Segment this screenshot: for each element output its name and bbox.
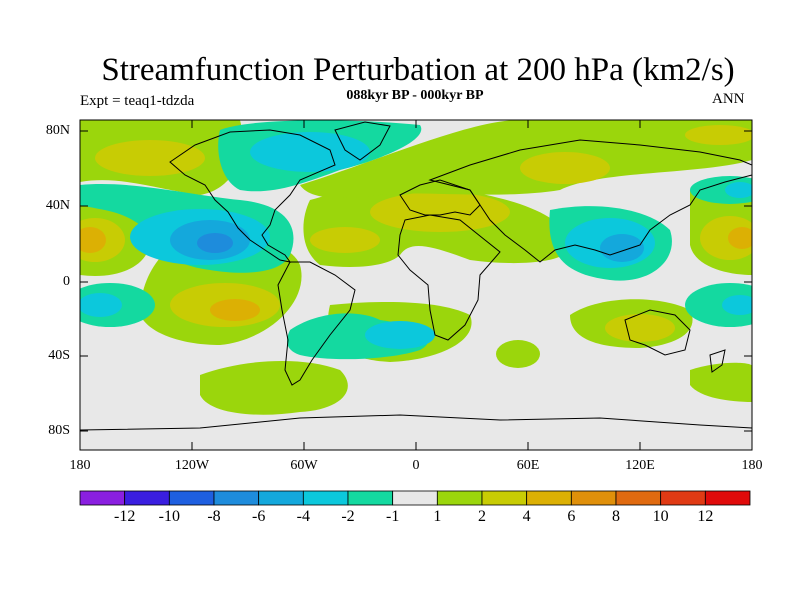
season-label: ANN [712,91,745,107]
colorbar-label: 2 [478,508,486,525]
lat-label-40n: 40N [45,198,70,213]
colorbar-swatch [302,490,349,506]
negative-anomalies [80,120,752,360]
lat-label-40s: 40S [48,348,70,363]
colorbar-label: -12 [113,508,136,525]
colorbar-swatch [436,490,483,506]
colorbar-swatch [213,490,260,506]
plot-title: Streamfunction Perturbation at 200 hPa (… [101,52,735,88]
lon-ticks [191,120,641,450]
colorbar-label: 1 [433,508,442,525]
colorbar-label: 12 [697,508,714,525]
colorbar-swatch [570,490,617,506]
colorbar-label: 10 [652,508,669,525]
colorbar-swatch [526,490,572,506]
lon-label-180e: 180 [741,458,763,473]
lat-label-80n: 80N [45,123,70,138]
lat-label-80s: 80S [48,423,70,438]
colorbar-swatch [79,490,126,506]
colorbar-label: 4 [522,508,531,525]
plot-subtitle: 088kyr BP - 000kyr BP [346,88,484,103]
colorbar-swatch [168,490,215,506]
colorbar-swatch [481,490,528,506]
colorbar [79,490,751,506]
colorbar-swatch [704,490,751,506]
colorbar-label: -4 [296,508,310,525]
colorbar-label: -6 [251,508,266,525]
lon-label-60e: 60E [516,458,540,473]
coastlines [80,121,752,431]
experiment-label: Expt = teaq1-tdzda [80,93,195,109]
colorbar-label: 8 [612,508,620,525]
colorbar-swatch [124,490,170,506]
lon-label-120w: 120W [174,458,210,473]
colorbar-label: -2 [341,508,355,525]
lat-ticks [80,130,752,432]
colorbar-swatch [347,490,394,506]
lon-label-60w: 60W [290,458,318,473]
colorbar-swatch [660,490,706,506]
lon-label-120e: 120E [625,458,655,473]
colorbar-label: 6 [567,508,576,525]
colorbar-label: -8 [207,508,221,525]
lon-label-0: 0 [412,458,420,473]
colorbar-label: -10 [158,508,180,525]
colorbar-swatch [392,490,438,506]
lat-label-0: 0 [63,274,70,289]
colorbar-swatch [258,490,304,506]
map-field [80,120,752,450]
lon-label-180w: 180 [69,458,91,473]
colorbar-label: -1 [385,508,400,525]
colorbar-swatch [615,490,662,506]
